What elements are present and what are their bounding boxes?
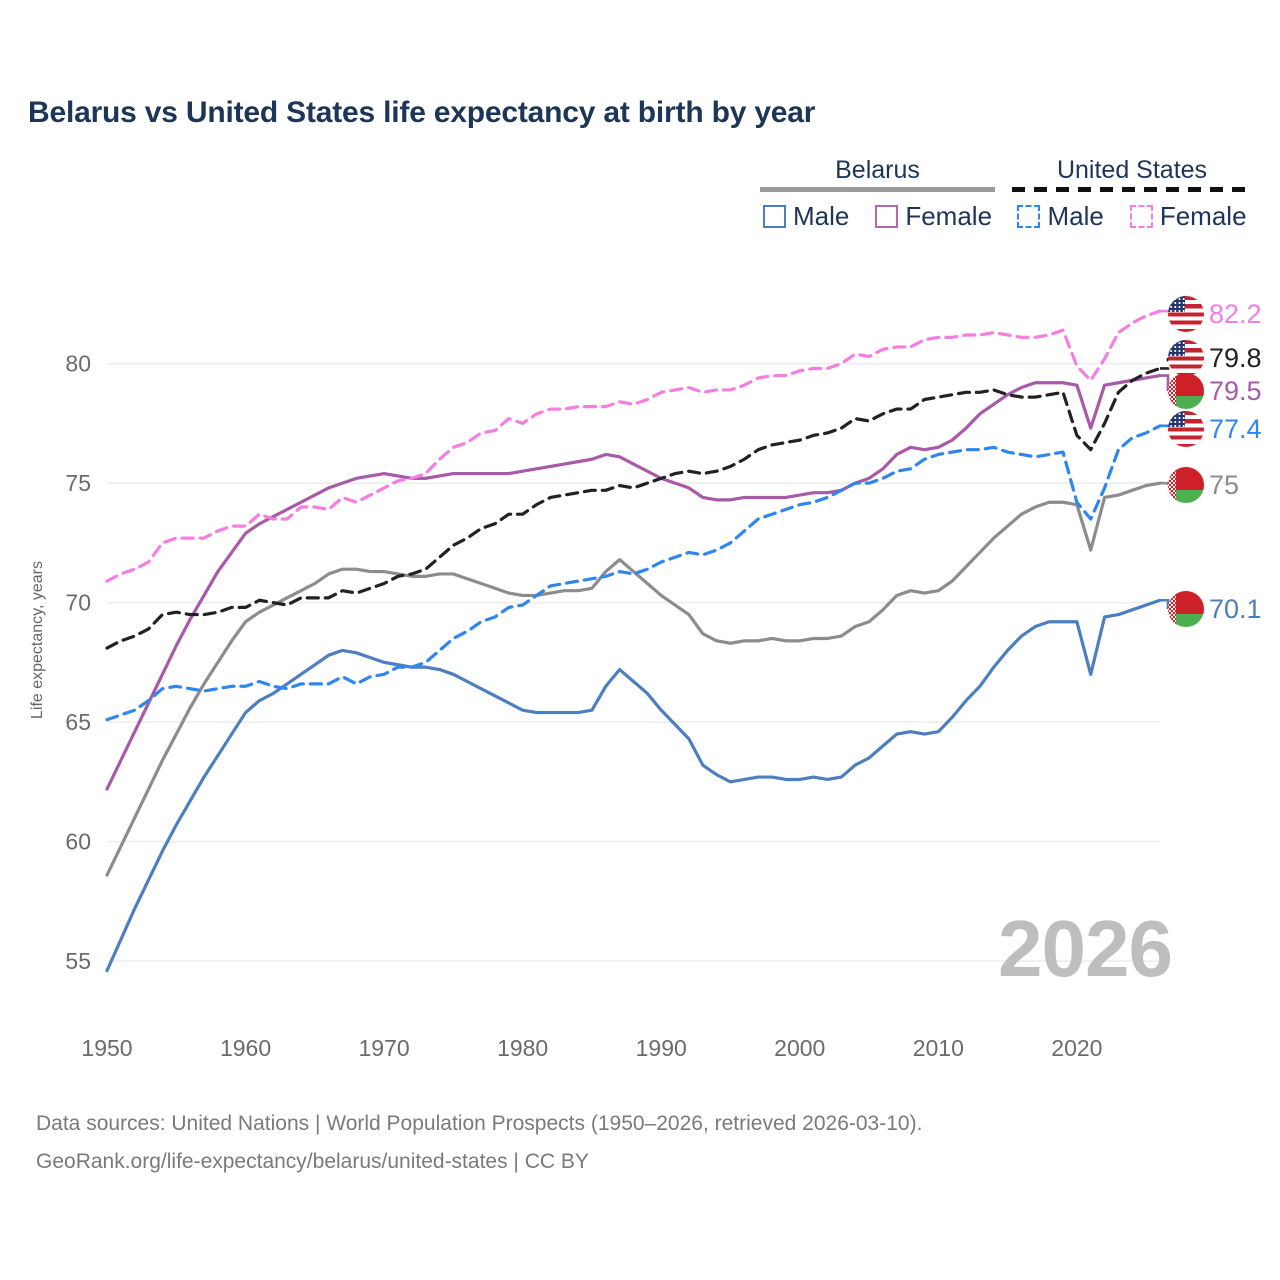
legend-item-us-female[interactable]: Female (1129, 201, 1247, 232)
legend-label-belarus-male: Male (792, 201, 850, 231)
series-end-label: 79.8 (1168, 340, 1262, 376)
flag-icon-belarus (1168, 467, 1204, 503)
footer-data-sources: Data sources: United Nations | World Pop… (36, 1112, 923, 1135)
year-watermark: 2026 (998, 904, 1173, 993)
legend-swatch-us-male (1017, 205, 1041, 228)
y-axis-tick-labels: 55 60 65 70 75 80 (65, 351, 91, 974)
leader-lines (1160, 309, 1170, 609)
leader-line (1160, 424, 1170, 429)
y-tick: 60 (65, 829, 91, 855)
series-line (105, 366, 1162, 650)
x-tick: 1980 (497, 1035, 548, 1061)
series-end-value: 77.4 (1209, 413, 1262, 444)
y-tick: 70 (65, 590, 91, 616)
leader-line (1160, 481, 1170, 485)
legend-label-us-male: Male (1047, 201, 1104, 231)
legend-swatch-belarus-male (762, 205, 786, 228)
legend-group-title-united-states: United States (1056, 156, 1208, 184)
series-end-value: 70.1 (1209, 593, 1262, 624)
series-end-value: 82.2 (1209, 298, 1262, 329)
x-tick: 1990 (636, 1035, 687, 1061)
series-end-label: 82.2 (1168, 296, 1262, 332)
series-line (105, 373, 1162, 791)
legend-label-us-female: Female (1159, 201, 1247, 231)
x-tick: 2020 (1051, 1035, 1102, 1061)
leader-line (1160, 309, 1170, 314)
series-end-label: 77.4 (1168, 411, 1262, 447)
gridlines (107, 362, 1160, 962)
line-chart: 55 60 65 70 75 80 1950 1960 1970 1980 1990 2000 201… (29, 309, 1170, 1061)
page-title: Belarus vs United States life expectancy… (28, 96, 816, 129)
series-end-label: 75 (1168, 467, 1239, 503)
series-line (105, 424, 1162, 722)
footer-attribution: GeoRank.org/life-expectancy/belarus/unit… (36, 1150, 589, 1173)
legend-group-united-states: United States Male Female (1012, 155, 1252, 232)
y-tick: 80 (65, 351, 91, 377)
series-end-label: 70.1 (1168, 591, 1262, 627)
y-axis-label: Life expectancy, years (29, 561, 46, 719)
legend-item-us-male[interactable]: Male (1017, 201, 1104, 232)
x-tick: 1960 (220, 1035, 271, 1061)
series-end-label: 79.5 (1168, 373, 1262, 409)
leader-line (1160, 598, 1170, 609)
footer: Data sources: United Nations | World Pop… (36, 1105, 1236, 1181)
y-tick: 55 (65, 948, 91, 974)
flag-icon-belarus (1168, 591, 1204, 627)
legend-rule-dashed (1012, 187, 1252, 192)
legend-swatch-us-female (1129, 205, 1153, 228)
legend-item-belarus-male[interactable]: Male (762, 201, 850, 232)
leader-line (1160, 374, 1170, 391)
leader-line (1160, 358, 1170, 370)
x-tick: 1950 (81, 1035, 132, 1061)
legend-label-belarus-female: Female (905, 201, 993, 231)
series-lines (105, 309, 1162, 973)
x-tick: 2010 (913, 1035, 964, 1061)
flag-icon-united-states (1168, 296, 1204, 332)
flag-icon-united-states (1168, 411, 1204, 447)
flag-icon-belarus (1168, 373, 1204, 409)
series-end-value: 79.5 (1209, 375, 1262, 406)
series-line (105, 309, 1162, 583)
y-tick: 65 (65, 709, 91, 735)
x-axis-tick-labels: 1950 1960 1970 1980 1990 2000 2010 2020 (81, 1035, 1102, 1061)
chart-legend: Belarus Male Female United States Male F… (0, 155, 1260, 245)
x-tick: 1970 (359, 1035, 410, 1061)
legend-group-belarus: Belarus Male Female (760, 155, 995, 232)
legend-group-title-belarus: Belarus (835, 156, 920, 184)
x-tick: 2000 (774, 1035, 825, 1061)
series-end-value: 75 (1209, 469, 1240, 500)
flag-icon-united-states (1168, 340, 1204, 376)
legend-swatch-belarus-female (875, 205, 899, 228)
legend-item-belarus-female[interactable]: Female (875, 201, 992, 232)
y-tick: 75 (65, 470, 91, 496)
series-end-value: 79.8 (1209, 342, 1262, 373)
legend-rule-solid (760, 187, 995, 192)
series-line (105, 481, 1162, 877)
